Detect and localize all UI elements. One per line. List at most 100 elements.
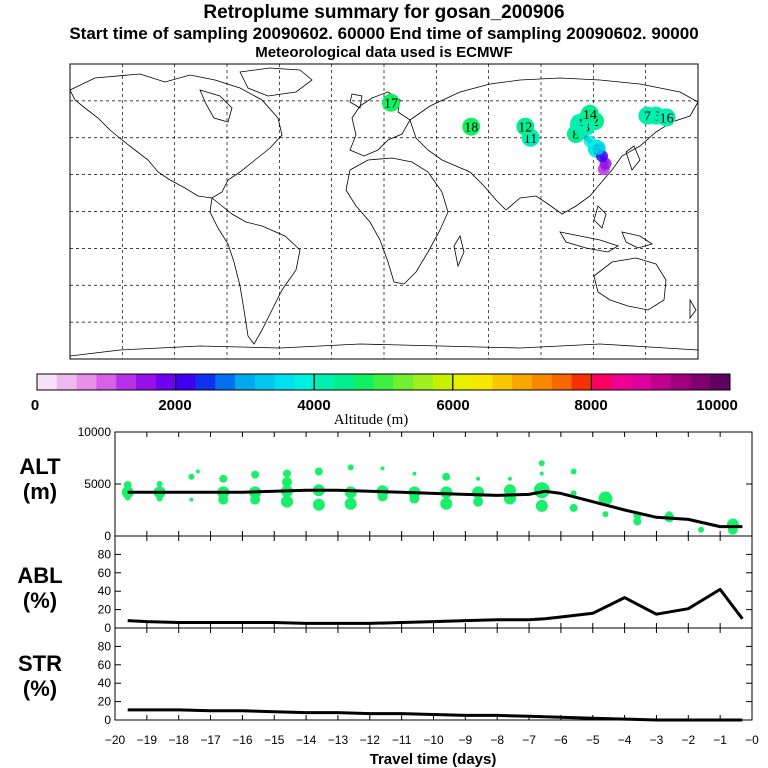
track-point xyxy=(569,118,582,131)
colorbar-tick-4000: 4000 xyxy=(297,397,330,414)
colorbar-cell xyxy=(631,374,652,390)
colorbar-cell xyxy=(690,374,711,390)
time-series-panels: 10000 5000 0 80 60 40 20 0 80 60 40 20 0 −20 −19 −18 −17… xyxy=(17,425,759,768)
alt-cluster-dot xyxy=(569,503,578,512)
colorbar-cell xyxy=(235,374,256,390)
colorbar-cell xyxy=(334,374,355,390)
x-tick-label: −8 xyxy=(490,733,504,747)
colorbar-cell xyxy=(353,374,375,390)
colorbar-cell xyxy=(56,374,78,390)
cluster-label: 18 xyxy=(464,121,478,136)
y-tick-label: 40 xyxy=(98,676,112,690)
x-tick-label: −1 xyxy=(713,733,727,747)
cluster-label: 17 xyxy=(384,97,398,112)
alt-cluster-dot xyxy=(312,498,325,511)
colorbar-tick-0: 0 xyxy=(31,397,39,414)
sampling-time-line: Start time of sampling 20090602. 60000 E… xyxy=(69,24,699,43)
colorbar-cell xyxy=(37,374,58,390)
alt-cluster-dot xyxy=(535,499,548,512)
cluster-circle xyxy=(462,117,481,136)
colorbar-cell xyxy=(710,374,731,390)
alt-cluster-dot xyxy=(380,466,385,471)
x-tick-label: −14 xyxy=(296,733,317,747)
str-axis-label: STR xyxy=(18,651,62,676)
abl-axis-label: ABL xyxy=(17,563,62,588)
alt-cluster-dot xyxy=(188,473,195,480)
cluster-label: 2 xyxy=(592,115,599,130)
colorbar-cell xyxy=(393,374,414,390)
world-map: 12345678111214161718 xyxy=(69,63,699,360)
colorbar-tick-10000: 10000 xyxy=(696,397,738,414)
cluster-marker: 17 xyxy=(381,93,400,112)
colorbar-cell xyxy=(254,374,276,390)
alt-cluster-dot xyxy=(282,469,291,478)
colorbar-label: Altitude (m) xyxy=(334,412,409,428)
cluster-marker: 14 xyxy=(580,104,599,123)
track-point xyxy=(592,142,605,155)
alt-cluster-dot xyxy=(538,460,545,467)
x-tick-label: −7 xyxy=(522,733,536,747)
met-data-line: Meteorological data used is ECMWF xyxy=(255,44,513,61)
cluster-label: 16 xyxy=(660,111,674,126)
x-tick-label: −10 xyxy=(423,733,444,747)
alt-cluster-dot xyxy=(189,497,194,502)
cluster-label: 8 xyxy=(572,128,579,143)
alt-cluster-dot xyxy=(503,484,516,497)
x-tick-label: −18 xyxy=(169,733,190,747)
abl-axis-unit: (%) xyxy=(23,588,57,613)
alt-cluster-dot xyxy=(698,526,705,533)
cluster-marker: 12 xyxy=(516,117,535,136)
y-tick-label: 80 xyxy=(98,547,112,561)
colorbar-cell xyxy=(492,374,513,390)
alt-cluster-dot xyxy=(251,470,260,479)
colorbar-cell xyxy=(452,374,474,390)
y-tick-label: 60 xyxy=(98,566,112,580)
colorbar-cell xyxy=(215,374,236,390)
colorbar-tick-2000: 2000 xyxy=(158,397,191,414)
alt-cluster-dot xyxy=(219,474,228,483)
colorbar-cell xyxy=(175,374,196,390)
colorbar-cell xyxy=(96,374,117,390)
altitude-colorbar: 0 2000 4000 6000 8000 10000 Altitude (m) xyxy=(31,373,738,428)
colorbar-cell xyxy=(373,374,394,390)
colorbar-cell xyxy=(155,374,177,390)
x-tick-label: −3 xyxy=(650,733,664,747)
y-tick-label: 60 xyxy=(98,658,112,672)
alt-cluster-dot xyxy=(507,476,512,481)
colorbar-cell xyxy=(76,374,97,390)
y-tick-label: 5000 xyxy=(84,477,111,491)
colorbar-cell xyxy=(274,374,295,390)
cluster-circle xyxy=(638,106,657,125)
colorbar-cell xyxy=(650,374,672,390)
alt-cluster-dot xyxy=(476,476,481,481)
x-tick-label: −16 xyxy=(232,733,253,747)
cluster-label: 12 xyxy=(518,121,532,136)
colorbar-tick-6000: 6000 xyxy=(436,397,469,414)
colorbar-cell xyxy=(512,374,533,390)
x-tick-label: −20 xyxy=(105,733,126,747)
colorbar-cell xyxy=(532,374,553,390)
colorbar-tick-8000: 8000 xyxy=(574,397,607,414)
colorbar-cell xyxy=(433,374,454,390)
alt-cluster-dot xyxy=(280,495,293,508)
cluster-circle xyxy=(516,117,535,136)
cluster-label: 14 xyxy=(583,108,597,123)
cluster-circle xyxy=(657,108,676,127)
alt-cluster-dot xyxy=(472,486,485,499)
alt-cluster-dot xyxy=(442,472,451,481)
chart-title: Retroplume summary for gosan_200906 xyxy=(203,2,565,23)
x-tick-label: −2 xyxy=(681,733,695,747)
x-axis-label: Travel time (days) xyxy=(370,751,497,768)
alt-cluster-dot xyxy=(539,471,544,476)
alt-panel-frame xyxy=(114,431,753,537)
track-point xyxy=(583,135,596,148)
x-tick-label: −12 xyxy=(360,733,381,747)
cluster-circle xyxy=(381,93,400,112)
colorbar-cell xyxy=(611,374,632,390)
colorbar-cell xyxy=(670,374,691,390)
alt-cluster-dot xyxy=(412,471,417,476)
colorbar-cell xyxy=(116,374,137,390)
str-axis-unit: (%) xyxy=(23,676,57,701)
colorbar-cell xyxy=(413,374,434,390)
